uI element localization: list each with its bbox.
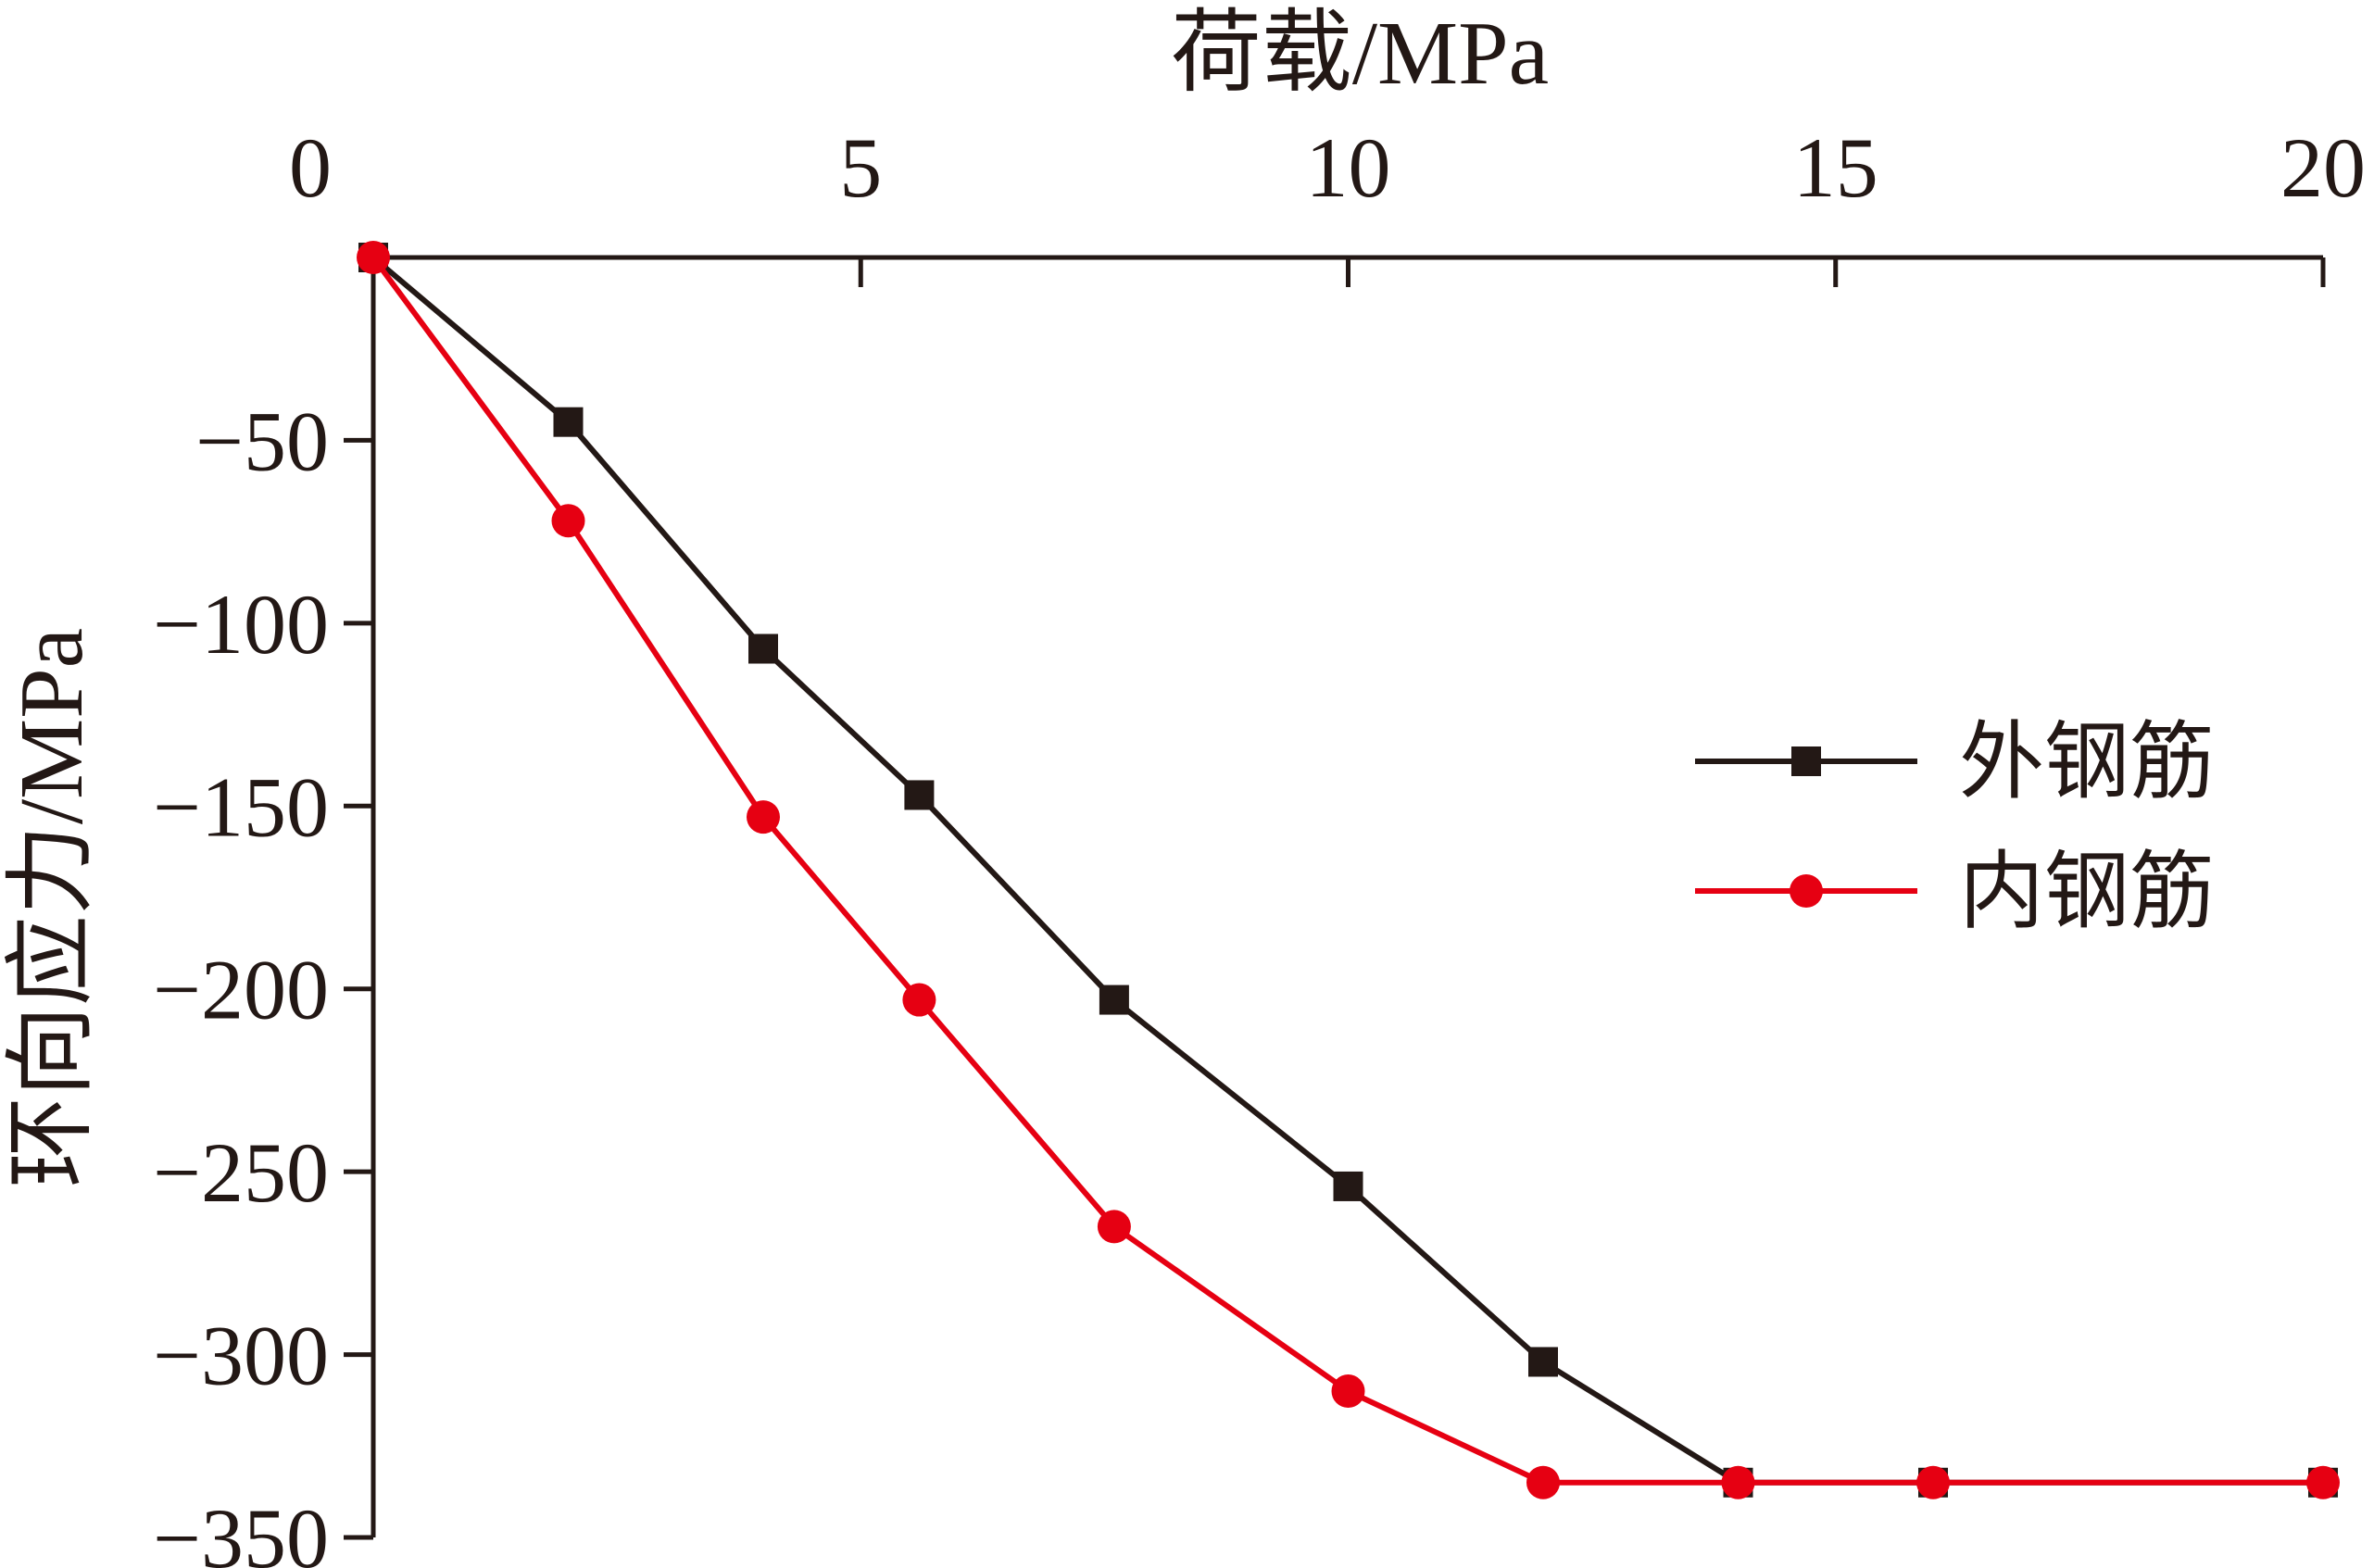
legend-item: 内钢筋 bbox=[1695, 842, 2215, 941]
data-point-circle bbox=[747, 800, 780, 834]
data-point-circle bbox=[1721, 1465, 1755, 1499]
series-layer bbox=[357, 241, 2340, 1499]
data-point-square bbox=[904, 780, 935, 810]
data-point-circle bbox=[357, 241, 390, 274]
data-point-circle bbox=[551, 504, 585, 538]
x-tick-label: 0 bbox=[289, 120, 332, 215]
y-tick-label: −100 bbox=[153, 577, 329, 671]
data-point-circle bbox=[1097, 1210, 1131, 1244]
legend-marker-circle bbox=[1790, 874, 1823, 908]
axes: 0 5 10 15 20 −50 −100 −150 −200 −250 −300 −350 bbox=[153, 120, 2366, 1568]
data-point-square bbox=[748, 633, 778, 664]
x-tick-label: 5 bbox=[839, 120, 882, 215]
data-point-square bbox=[553, 407, 584, 437]
data-point-square bbox=[1333, 1171, 1363, 1201]
series-group bbox=[357, 241, 2340, 1499]
x-tick-label: 10 bbox=[1306, 120, 1391, 215]
data-point-circle bbox=[902, 983, 936, 1017]
y-axis-title: 环向应力/MPa bbox=[2, 628, 102, 1187]
data-point-circle bbox=[1526, 1465, 1560, 1499]
legend-item: 外钢筋 bbox=[1695, 712, 2215, 811]
legend-label: 内钢筋 bbox=[1959, 842, 2215, 941]
y-tick-label: −250 bbox=[153, 1125, 329, 1220]
legend-marker-square bbox=[1791, 746, 1821, 776]
data-point-square bbox=[1528, 1347, 1558, 1377]
y-tick-label: −300 bbox=[153, 1309, 329, 1403]
y-tick-label: −50 bbox=[195, 394, 329, 488]
x-tick-label: 15 bbox=[1793, 120, 1878, 215]
y-tick-label: −350 bbox=[153, 1491, 329, 1568]
y-tick-label: −200 bbox=[153, 943, 329, 1037]
data-point-circle bbox=[1331, 1374, 1365, 1409]
x-axis-title: 荷载/MPa bbox=[1171, 4, 1549, 104]
x-tick-label: 20 bbox=[2280, 120, 2366, 215]
y-tick-label: −150 bbox=[153, 759, 329, 854]
data-point-circle bbox=[2306, 1465, 2340, 1499]
data-point-square bbox=[1099, 985, 1129, 1015]
series-line bbox=[371, 256, 2323, 1486]
data-point-circle bbox=[1916, 1465, 1950, 1499]
legend-label: 外钢筋 bbox=[1959, 712, 2215, 811]
